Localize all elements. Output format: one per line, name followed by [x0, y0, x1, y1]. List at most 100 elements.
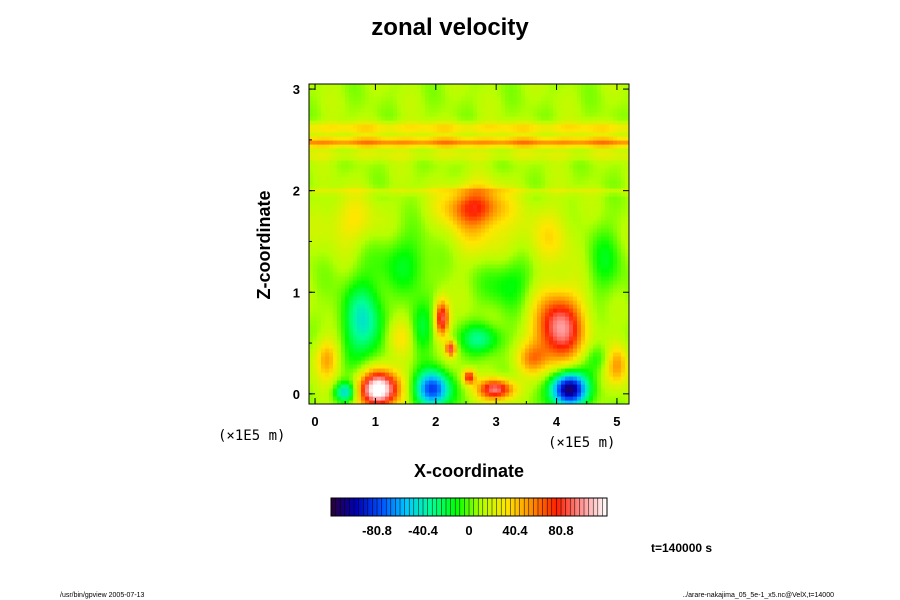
field-cell [529, 160, 534, 165]
field-cell [501, 228, 506, 233]
field-cell [381, 120, 386, 125]
field-cell [477, 120, 482, 125]
field-cell [321, 260, 326, 265]
field-cell [517, 152, 522, 157]
field-cell [433, 208, 438, 213]
field-cell [373, 100, 378, 105]
field-cell [325, 212, 330, 217]
field-cell [349, 368, 354, 373]
field-cell [321, 400, 326, 404]
field-cell [521, 396, 526, 401]
field-cell [429, 400, 434, 404]
field-cell [485, 116, 490, 121]
field-cell [457, 296, 462, 301]
field-cell [461, 220, 466, 225]
field-cell [421, 88, 426, 93]
field-cell [457, 372, 462, 377]
field-cell [353, 136, 358, 141]
field-cell [453, 248, 458, 253]
field-cell [553, 324, 558, 329]
field-cell [473, 228, 478, 233]
field-cell [509, 348, 514, 353]
field-cell [461, 376, 466, 381]
field-cell [417, 168, 422, 173]
field-cell [445, 156, 450, 161]
field-cell [385, 236, 390, 241]
field-cell [333, 196, 338, 201]
field-cell [397, 176, 402, 181]
field-cell [341, 388, 346, 393]
field-cell [345, 280, 350, 285]
field-cell [385, 372, 390, 377]
field-cell [545, 208, 550, 213]
field-cell [445, 388, 450, 393]
field-cell [553, 264, 558, 269]
field-cell [509, 208, 514, 213]
field-cell [357, 148, 362, 153]
field-cell [409, 360, 414, 365]
field-cell [349, 112, 354, 117]
field-cell [333, 172, 338, 177]
field-cell [329, 92, 334, 97]
field-cell [309, 332, 314, 337]
field-cell [349, 336, 354, 341]
field-cell [485, 320, 490, 325]
field-cell [373, 184, 378, 189]
field-cell [477, 236, 482, 241]
field-cell [461, 208, 466, 213]
field-cell [509, 268, 514, 273]
field-cell [373, 112, 378, 117]
field-cell [501, 156, 506, 161]
field-cell [333, 352, 338, 357]
field-cell [461, 212, 466, 217]
field-cell [469, 92, 474, 97]
field-cell [417, 156, 422, 161]
field-cell [405, 300, 410, 305]
field-cell [317, 244, 322, 249]
field-cell [465, 96, 470, 101]
field-cell [509, 176, 514, 181]
field-cell [397, 104, 402, 109]
field-cell [349, 380, 354, 385]
field-cell [437, 128, 442, 133]
field-cell [365, 348, 370, 353]
field-cell [393, 136, 398, 141]
field-cell [541, 172, 546, 177]
field-cell [353, 280, 358, 285]
field-cell [513, 324, 518, 329]
field-cell [553, 300, 558, 305]
field-cell [369, 340, 374, 345]
field-cell [313, 220, 318, 225]
field-cell [385, 240, 390, 245]
field-cell [505, 236, 510, 241]
field-cell [501, 116, 506, 121]
field-cell [513, 228, 518, 233]
field-cell [317, 228, 322, 233]
field-cell [385, 216, 390, 221]
field-cell [453, 224, 458, 229]
field-cell [313, 124, 318, 129]
field-cell [401, 272, 406, 277]
field-cell [337, 352, 342, 357]
field-cell [505, 228, 510, 233]
field-cell [349, 224, 354, 229]
field-cell [329, 336, 334, 341]
field-cell [405, 208, 410, 213]
field-cell [409, 268, 414, 273]
field-cell [413, 96, 418, 101]
field-cell [381, 284, 386, 289]
field-cell [445, 380, 450, 385]
field-cell [321, 172, 326, 177]
field-cell [361, 128, 366, 133]
field-cell [521, 248, 526, 253]
field-cell [421, 396, 426, 401]
field-cell [401, 176, 406, 181]
field-cell [365, 352, 370, 357]
field-cell [433, 232, 438, 237]
field-cell [485, 232, 490, 237]
field-cell [481, 140, 486, 145]
field-cell [433, 324, 438, 329]
field-cell [309, 260, 314, 265]
field-cell [497, 180, 502, 185]
field-cell [385, 132, 390, 137]
